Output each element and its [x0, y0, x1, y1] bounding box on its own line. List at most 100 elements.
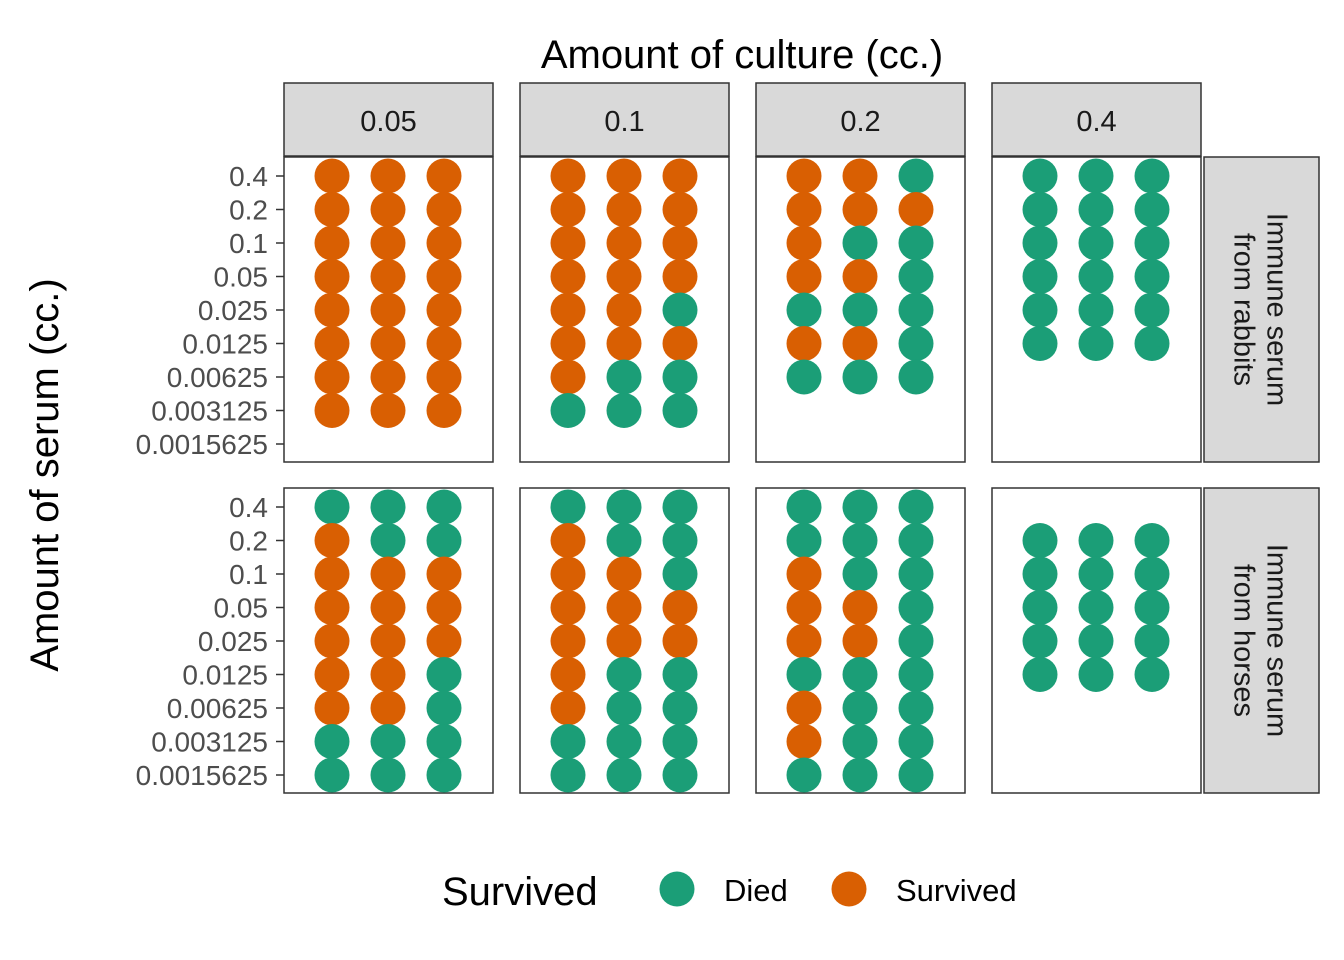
- dot-survived: [606, 590, 642, 625]
- dot-survived: [786, 259, 822, 294]
- dot-survived: [786, 590, 822, 625]
- legend: Survived Died Survived: [442, 870, 1017, 914]
- y-tick-label: 0.4: [229, 492, 268, 523]
- dot-died: [1078, 292, 1114, 328]
- dot-survived: [842, 259, 878, 294]
- y-tick-label: 0.05: [214, 262, 269, 293]
- dot-survived: [426, 359, 462, 395]
- row-strip-label-line: Immune serum: [1261, 544, 1293, 737]
- column-strip: [991, 82, 1202, 157]
- dot-died: [898, 489, 934, 525]
- dot-died: [1134, 623, 1170, 659]
- dot-survived: [550, 259, 586, 294]
- y-tick-label: 0.2: [229, 195, 268, 226]
- y-tick-label: 0.003125: [151, 396, 268, 427]
- dot-survived: [842, 192, 878, 227]
- dot-died: [898, 556, 934, 592]
- dot-died: [898, 590, 934, 625]
- row-strip: [1203, 487, 1320, 794]
- dot-died: [1078, 657, 1114, 692]
- dot-died: [842, 359, 878, 395]
- column-strip: [755, 82, 966, 157]
- dot-died: [662, 757, 698, 793]
- dot-survived: [606, 326, 642, 361]
- dot-died: [898, 724, 934, 759]
- dot-died: [606, 724, 642, 759]
- row-strip-label-line: from horses: [1228, 564, 1260, 717]
- dot-survived: [426, 192, 462, 227]
- dot-died: [786, 657, 822, 692]
- y-tick-label: 0.0125: [182, 660, 268, 691]
- dot-died: [1134, 158, 1170, 194]
- dot-survived: [662, 225, 698, 261]
- y-tick-label: 0.0015625: [136, 429, 268, 460]
- column-strip: [283, 82, 494, 157]
- dot-died: [606, 757, 642, 793]
- dot-died: [606, 657, 642, 692]
- dot-died: [1078, 590, 1114, 625]
- dot-died: [606, 523, 642, 558]
- dot-survived: [662, 192, 698, 227]
- dot-survived: [662, 259, 698, 294]
- dot-died: [842, 757, 878, 793]
- dot-survived: [314, 523, 350, 558]
- row-strip-label: Immune serumfrom rabbits: [1228, 213, 1293, 406]
- dot-survived: [314, 590, 350, 625]
- dot-died: [898, 292, 934, 328]
- dot-survived: [550, 326, 586, 361]
- dot-survived: [314, 690, 350, 726]
- dot-died: [898, 523, 934, 558]
- dot-survived: [606, 192, 642, 227]
- dot-survived: [550, 590, 586, 625]
- legend-key-survived: [831, 871, 867, 907]
- dot-survived: [662, 623, 698, 659]
- dot-died: [314, 724, 350, 759]
- column-strip-label: 0.4: [1076, 106, 1116, 138]
- legend-title: Survived: [442, 870, 598, 914]
- dot-survived: [426, 623, 462, 659]
- y-tick-label: 0.00625: [167, 362, 268, 393]
- dot-died: [662, 393, 698, 428]
- dot-survived: [550, 523, 586, 558]
- dot-died: [1134, 292, 1170, 328]
- y-tick-label: 0.0125: [182, 329, 268, 360]
- dot-survived: [662, 326, 698, 361]
- dot-survived: [370, 623, 406, 659]
- y-tick-label: 0.05: [214, 593, 269, 624]
- dot-died: [1078, 259, 1114, 294]
- dot-survived: [550, 556, 586, 592]
- dot-survived: [786, 623, 822, 659]
- dot-died: [842, 225, 878, 261]
- chart-title: Amount of culture (cc.): [541, 33, 943, 77]
- dot-died: [1022, 556, 1058, 592]
- dot-died: [1022, 657, 1058, 692]
- dot-died: [898, 225, 934, 261]
- dot-survived: [786, 556, 822, 592]
- column-strip-label: 0.1: [604, 106, 644, 138]
- dot-survived: [786, 225, 822, 261]
- dot-survived: [426, 158, 462, 194]
- dot-survived: [550, 657, 586, 692]
- dot-died: [1078, 158, 1114, 194]
- dot-died: [550, 489, 586, 525]
- dot-died: [370, 489, 406, 525]
- dot-died: [662, 523, 698, 558]
- dot-died: [1022, 259, 1058, 294]
- dot-survived: [370, 192, 406, 227]
- row-strip-label-line: Immune serum: [1261, 213, 1293, 406]
- dot-died: [1134, 259, 1170, 294]
- dot-died: [370, 523, 406, 558]
- dot-died: [1078, 225, 1114, 261]
- dot-survived: [842, 326, 878, 361]
- dot-died: [898, 657, 934, 692]
- dot-survived: [370, 690, 406, 726]
- dot-died: [1078, 556, 1114, 592]
- dot-survived: [370, 225, 406, 261]
- dot-survived: [314, 259, 350, 294]
- dot-survived: [370, 590, 406, 625]
- dot-died: [426, 724, 462, 759]
- dot-survived: [370, 326, 406, 361]
- dot-died: [842, 657, 878, 692]
- dot-survived: [550, 690, 586, 726]
